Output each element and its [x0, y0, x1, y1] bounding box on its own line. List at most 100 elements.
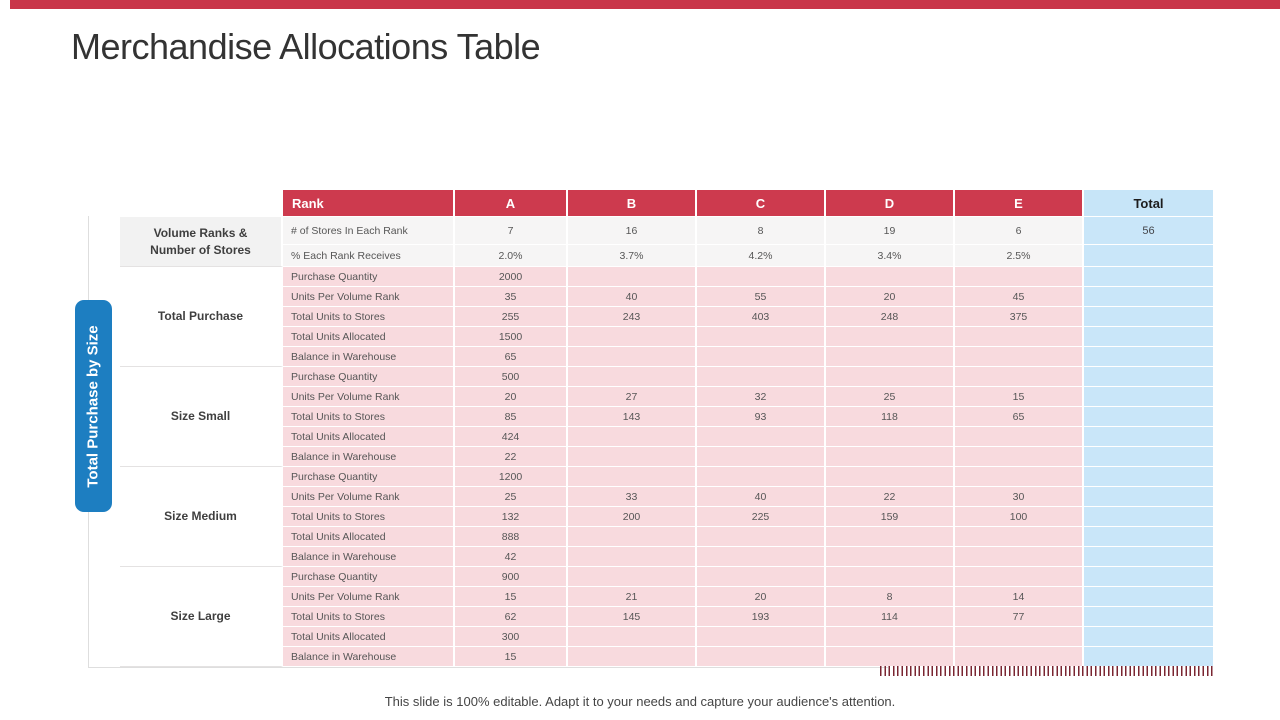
value-cell: 1500 — [455, 327, 568, 347]
value-cell: 45 — [955, 287, 1084, 307]
total-cell — [1084, 307, 1213, 327]
value-cell — [826, 467, 955, 487]
column-header-a: A — [455, 190, 568, 217]
value-cell: 93 — [697, 407, 826, 427]
value-cell: 145 — [568, 607, 697, 627]
value-cell: 20 — [455, 387, 568, 407]
row-label: Total Units Allocated — [283, 327, 455, 347]
row-group-label: Size Large — [120, 567, 283, 667]
total-cell — [1084, 587, 1213, 607]
row-group-label: Volume Ranks & Number of Stores — [120, 217, 283, 267]
value-cell: 143 — [568, 407, 697, 427]
row-label: Total Units Allocated — [283, 627, 455, 647]
row-label: % Each Rank Receives — [283, 245, 455, 267]
value-cell: 22 — [826, 487, 955, 507]
side-category-tab: Total Purchase by Size — [75, 300, 112, 512]
row-label: Balance in Warehouse — [283, 447, 455, 467]
value-cell — [955, 647, 1084, 667]
value-cell — [955, 327, 1084, 347]
total-cell — [1084, 467, 1213, 487]
total-cell: 56 — [1084, 217, 1213, 245]
value-cell: 32 — [697, 387, 826, 407]
column-header-c: C — [697, 190, 826, 217]
total-cell — [1084, 647, 1213, 667]
row-label: Total Units to Stores — [283, 307, 455, 327]
value-cell: 2.0% — [455, 245, 568, 267]
value-cell — [826, 347, 955, 367]
value-cell: 900 — [455, 567, 568, 587]
row-label: Units Per Volume Rank — [283, 487, 455, 507]
table-header-row: Rank A B C D E Total — [120, 190, 1213, 217]
row-label: Units Per Volume Rank — [283, 287, 455, 307]
total-cell — [1084, 507, 1213, 527]
value-cell: 85 — [455, 407, 568, 427]
table-row: Total Units to Stores 255 243 403 248 375 — [120, 307, 1213, 327]
value-cell — [697, 447, 826, 467]
value-cell — [568, 367, 697, 387]
total-cell — [1084, 447, 1213, 467]
value-cell: 3.7% — [568, 245, 697, 267]
side-category-tab-label: Total Purchase by Size — [85, 324, 102, 488]
total-cell — [1084, 487, 1213, 507]
value-cell — [955, 347, 1084, 367]
row-label: Purchase Quantity — [283, 367, 455, 387]
table-row: Balance in Warehouse 22 — [120, 447, 1213, 467]
value-cell — [697, 567, 826, 587]
value-cell — [955, 427, 1084, 447]
value-cell: 42 — [455, 547, 568, 567]
row-label: Purchase Quantity — [283, 267, 455, 287]
total-cell — [1084, 547, 1213, 567]
column-header-b: B — [568, 190, 697, 217]
value-cell — [697, 627, 826, 647]
value-cell: 25 — [455, 487, 568, 507]
value-cell — [955, 547, 1084, 567]
table-row: Total Units Allocated 300 — [120, 627, 1213, 647]
value-cell: 8 — [826, 587, 955, 607]
value-cell: 7 — [455, 217, 568, 245]
column-header-total: Total — [1084, 190, 1213, 217]
value-cell — [826, 527, 955, 547]
value-cell: 15 — [455, 647, 568, 667]
value-cell — [697, 647, 826, 667]
slide-title: Merchandise Allocations Table — [71, 26, 541, 67]
row-label: Balance in Warehouse — [283, 547, 455, 567]
value-cell: 65 — [455, 347, 568, 367]
value-cell — [826, 267, 955, 287]
table-row: Balance in Warehouse 15 — [120, 647, 1213, 667]
table-row: Total Units Allocated 1500 — [120, 327, 1213, 347]
value-cell — [955, 467, 1084, 487]
table-row: Size Large Purchase Quantity 900 — [120, 567, 1213, 667]
value-cell: 100 — [955, 507, 1084, 527]
value-cell — [826, 427, 955, 447]
value-cell: 888 — [455, 527, 568, 547]
table-row: Total Units to Stores 85 143 93 118 65 — [120, 407, 1213, 427]
value-cell: 15 — [455, 587, 568, 607]
value-cell — [568, 567, 697, 587]
value-cell — [955, 527, 1084, 547]
value-cell — [568, 547, 697, 567]
value-cell — [697, 267, 826, 287]
total-cell — [1084, 245, 1213, 267]
value-cell: 62 — [455, 607, 568, 627]
table-row: Units Per Volume Rank 15 21 20 8 14 — [120, 587, 1213, 607]
value-cell: 55 — [697, 287, 826, 307]
value-cell: 248 — [826, 307, 955, 327]
row-label: # of Stores In Each Rank — [283, 217, 455, 245]
total-cell — [1084, 527, 1213, 547]
value-cell: 40 — [568, 287, 697, 307]
value-cell: 4.2% — [697, 245, 826, 267]
value-cell: 403 — [697, 307, 826, 327]
table-row: % Each Rank Receives 2.0% 3.7% 4.2% 3.4% 2.5% — [120, 245, 1213, 267]
total-cell — [1084, 387, 1213, 407]
value-cell — [697, 467, 826, 487]
value-cell — [826, 647, 955, 667]
row-group-label: Size Small — [120, 367, 283, 467]
value-cell: 20 — [697, 587, 826, 607]
value-cell: 225 — [697, 507, 826, 527]
value-cell: 114 — [826, 607, 955, 627]
footer-note: This slide is 100% editable. Adapt it to… — [384, 694, 896, 709]
value-cell — [826, 547, 955, 567]
value-cell: 15 — [955, 387, 1084, 407]
total-cell — [1084, 267, 1213, 287]
value-cell — [568, 347, 697, 367]
